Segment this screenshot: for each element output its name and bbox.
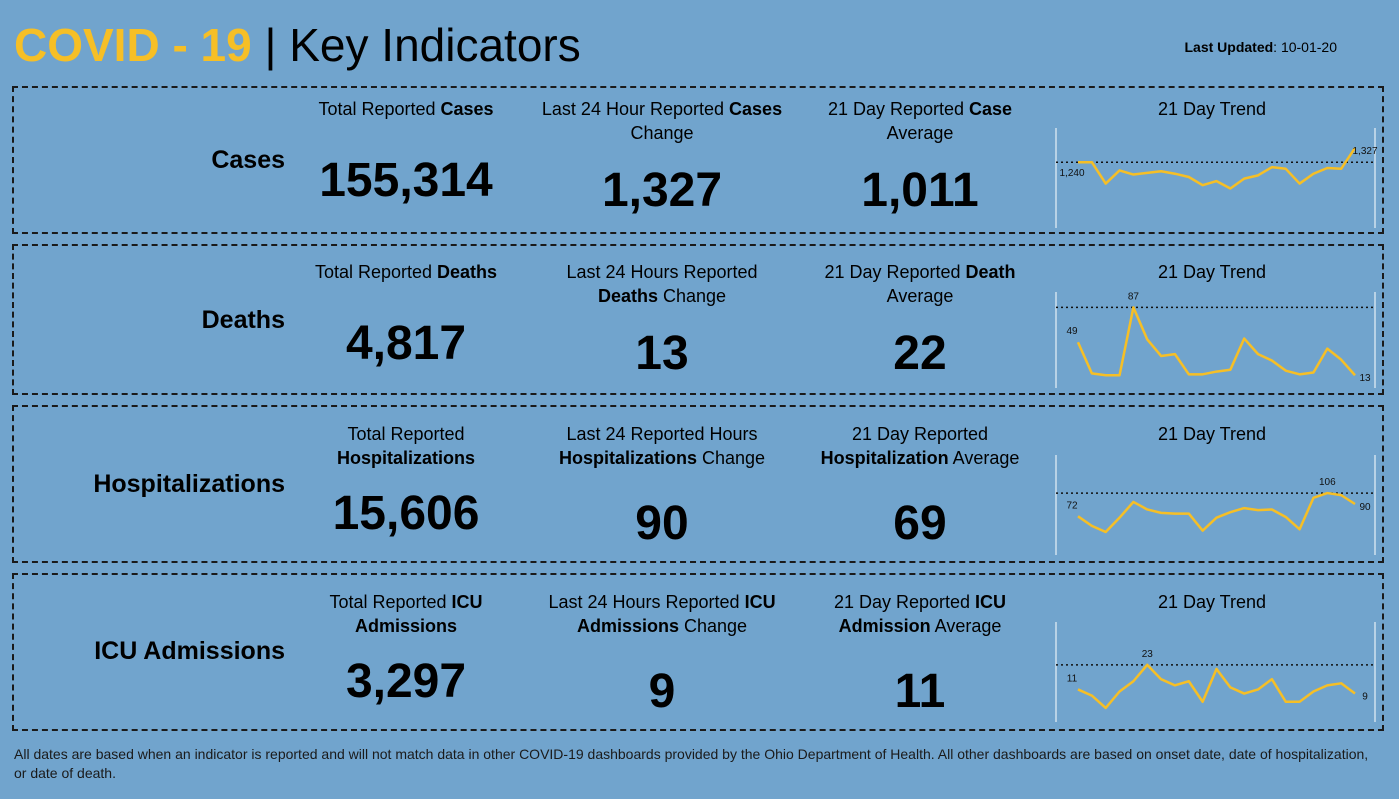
header-bold-text: Deaths [437, 262, 498, 282]
header-text-suffix: Average [886, 123, 954, 143]
header-text: Last 24 Hours Reported [566, 262, 758, 282]
header-bold-text: ICU Admissions [354, 592, 483, 636]
header-bold-text: Case [969, 99, 1013, 119]
header-bold-text: ICU Admissions [576, 592, 776, 636]
header-text-suffix: Change [678, 616, 748, 636]
title-accent: COVID - 19 [14, 19, 252, 71]
last-updated: Last Updated: 10-01-20 [1184, 39, 1337, 55]
trend-title: 21 Day Trend [1157, 424, 1267, 444]
trend-chart: 11 23 9 [1055, 622, 1376, 722]
indicator-panel-2 [12, 405, 1384, 563]
header-text: 21 Day Reported [827, 99, 970, 119]
header-text: Total Reported [318, 99, 441, 119]
trend-title: 21 Day Trend [1157, 99, 1267, 119]
trend-title: 21 Day Trend [1157, 262, 1267, 282]
column-header-2: Last 24 Reported Hours Hospitalizations … [537, 422, 787, 470]
change-value: 13 [635, 327, 689, 380]
header-text-suffix: Average [886, 286, 954, 306]
data-label: 106 [1319, 477, 1336, 488]
header-bold-text: Deaths [597, 286, 658, 306]
data-label: 13 [1359, 373, 1371, 384]
data-label: 87 [1128, 292, 1140, 302]
row-label: ICU Admissions [94, 637, 285, 665]
header-text-suffix: Change [696, 448, 766, 468]
change-value: 90 [635, 497, 689, 550]
data-label: 9 [1362, 692, 1368, 703]
header-bold-text: Cases [729, 99, 783, 119]
data-label: 49 [1066, 326, 1078, 337]
data-label: 90 [1359, 502, 1371, 513]
trend-chart: 72 106 90 [1055, 455, 1376, 555]
column-header-1: Total Reported Cases [281, 97, 531, 121]
trend-line [1077, 491, 1356, 534]
column-header-3: 21 Day Reported Hospitalization Average [795, 422, 1045, 470]
average-value: 11 [894, 665, 946, 718]
header-text-suffix: Change [657, 286, 727, 306]
header-text: 21 Day Reported [824, 262, 966, 282]
indicator-panel-0 [12, 86, 1384, 234]
column-header-2: Last 24 Hours Reported ICU Admissions Ch… [537, 590, 787, 638]
data-label: 1,327 [1352, 146, 1377, 157]
total-value: 15,606 [332, 487, 480, 540]
last-updated-value: : 10-01-20 [1273, 39, 1337, 55]
data-label: 23 [1142, 649, 1154, 660]
trend-line [1076, 306, 1356, 377]
average-value: 69 [893, 497, 947, 550]
trend-line [1077, 663, 1356, 710]
header-text-suffix: Change [630, 123, 694, 143]
title-main: Key Indicators [289, 19, 581, 71]
average-value: 1,011 [861, 164, 979, 217]
header-text: Total Reported [314, 262, 438, 282]
total-value: 155,314 [319, 154, 493, 207]
trend-chart: 49 87 13 [1055, 292, 1376, 388]
total-value: 3,297 [345, 655, 467, 708]
column-header-2: Last 24 Hour Reported Cases Change [537, 97, 787, 145]
data-label: 11 [1067, 673, 1078, 684]
header-bold-text: Death [965, 262, 1016, 282]
column-header-1: Total Reported Hospitalizations [281, 422, 531, 470]
header-bold-text: Cases [440, 99, 494, 119]
row-label: Deaths [201, 306, 285, 334]
header-text: Last 24 Reported Hours [566, 424, 758, 444]
row-label: Hospitalizations [93, 470, 285, 498]
column-header-1: Total Reported Deaths [281, 260, 531, 284]
header-bold-text: ICU Admission [838, 592, 1007, 636]
data-label: 72 [1066, 500, 1078, 511]
trend-chart: 1,240 1,327 [1055, 128, 1378, 228]
indicator-panel-3 [12, 573, 1384, 731]
row-label: Cases [211, 146, 285, 174]
change-value: 1,327 [601, 164, 723, 217]
header-text-suffix: Average [948, 448, 1020, 468]
column-header-3: 21 Day Reported Death Average [795, 260, 1045, 308]
header-text: Total Reported [329, 592, 452, 612]
header-text: Last 24 Hour Reported [541, 99, 730, 119]
header-text-suffix: Average [930, 616, 1002, 636]
title-separator: | [251, 19, 290, 71]
last-updated-label: Last Updated [1184, 39, 1274, 55]
trend-title: 21 Day Trend [1157, 592, 1267, 612]
header-text: Last 24 Hours Reported [548, 592, 745, 612]
change-value: 9 [648, 665, 676, 718]
header-text: 21 Day Reported [833, 592, 976, 612]
header-text: 21 Day Reported [851, 424, 989, 444]
column-header-3: 21 Day Reported Case Average [795, 97, 1045, 145]
column-header-1: Total Reported ICU Admissions [281, 590, 531, 638]
header-bold-text: Hospitalization [820, 448, 949, 468]
column-header-2: Last 24 Hours Reported Deaths Change [537, 260, 787, 308]
average-value: 22 [893, 327, 947, 380]
page-title: COVID - 19 | Key Indicators [14, 18, 581, 72]
header-text: Total Reported [347, 424, 465, 444]
column-header-3: 21 Day Reported ICU Admission Average [795, 590, 1045, 638]
data-label: 1,240 [1059, 168, 1084, 179]
indicator-panel-1 [12, 244, 1384, 395]
total-value: 4,817 [345, 317, 467, 370]
header-bold-text: Hospitalizations [558, 448, 697, 468]
trend-line [1078, 147, 1357, 190]
header-bold-text: Hospitalizations [336, 448, 475, 468]
footnote: All dates are based when an indicator is… [14, 746, 1369, 781]
